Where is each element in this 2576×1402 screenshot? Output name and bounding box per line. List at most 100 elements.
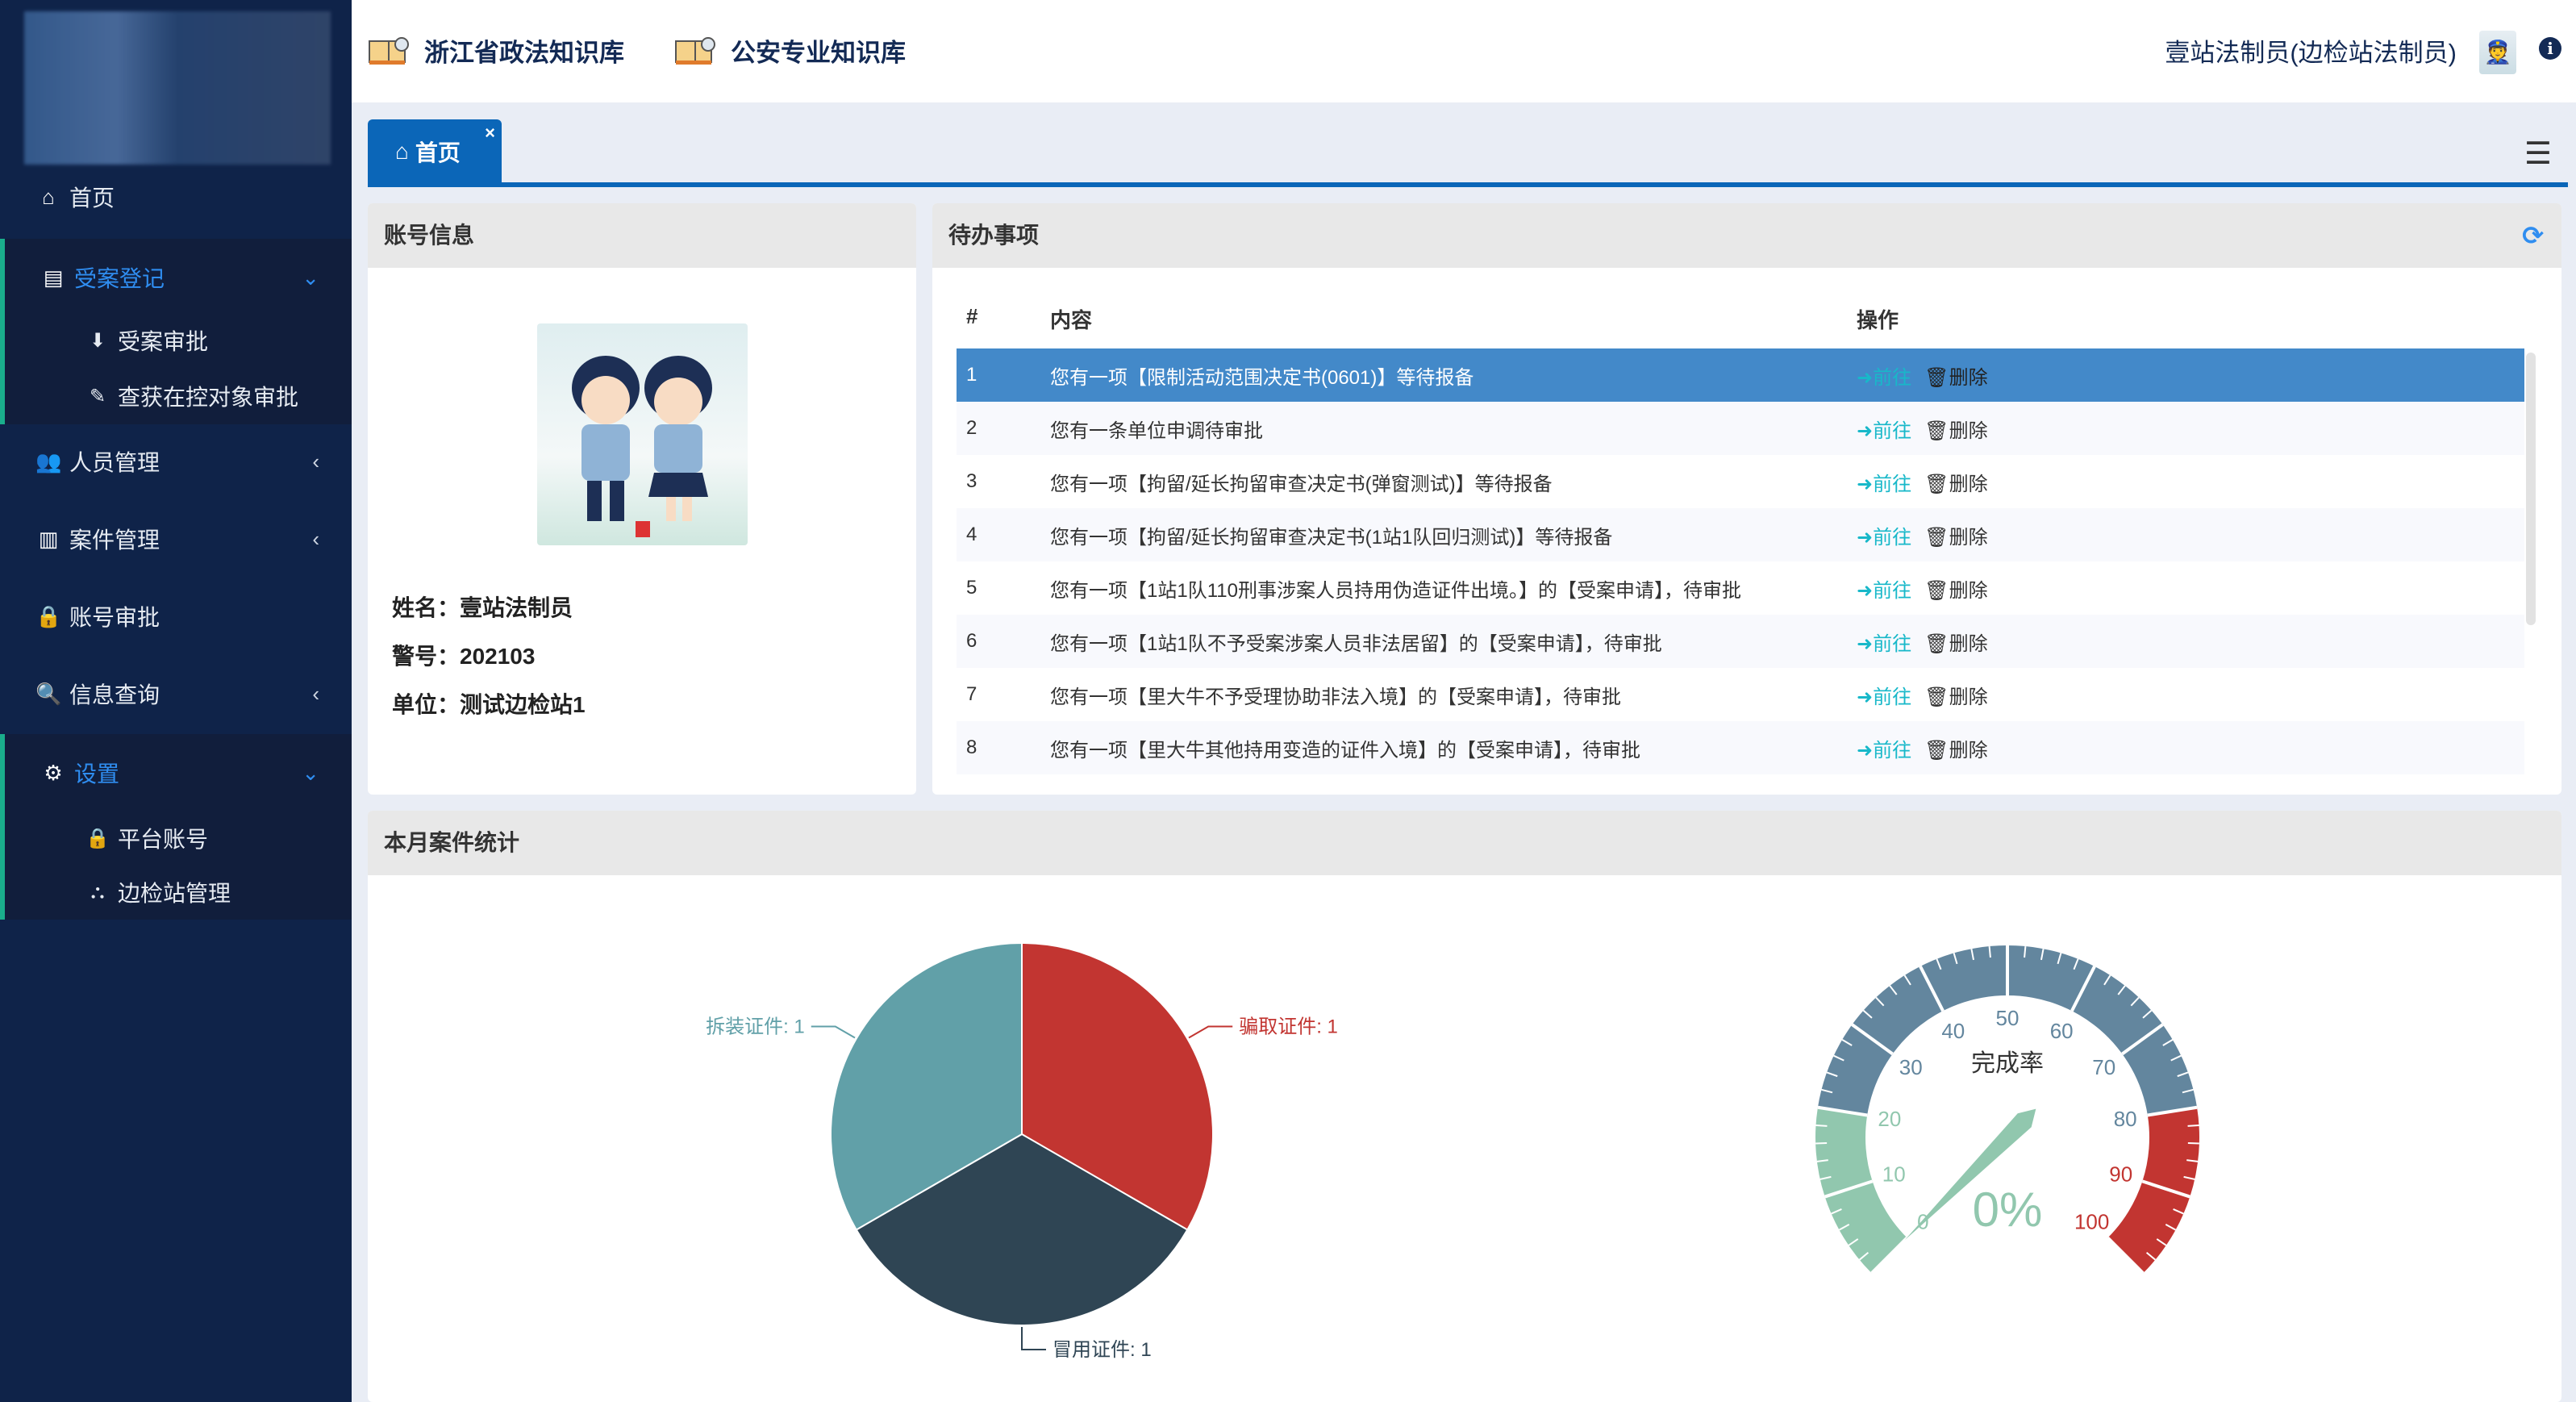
delete-button[interactable]: 🗑删除 [1924, 419, 1988, 442]
gauge-tick [2182, 1088, 2194, 1094]
delete-button[interactable]: 🗑删除 [1924, 686, 1988, 708]
gauge-tick [1821, 1088, 1833, 1094]
go-button[interactable]: ➜前往 [1857, 632, 1912, 655]
go-button[interactable]: ➜前往 [1857, 686, 1912, 708]
go-button[interactable]: ➜前往 [1857, 473, 1912, 495]
tab-home[interactable]: ⌂ 首页 × [368, 119, 502, 184]
table-row[interactable]: 3 您有一项【拘留/延长拘留审查决定书(弹窗测试)】等待报备 ➜前往 🗑删除 [957, 455, 2524, 508]
sidebar-item-platform-account[interactable]: 🔒 平台账号 [85, 827, 209, 852]
table-row[interactable]: 8 您有一项【里大牛其他持用变造的证件入境】的【受案申请】，待审批 ➜前往 🗑删除 [957, 721, 2524, 774]
delete-button[interactable]: 🗑删除 [1924, 632, 1988, 655]
sidebar-item-info-query[interactable]: 🔍 信息查询 ‹ [35, 681, 319, 708]
table-row[interactable]: 1 您有一项【限制活动范围决定书(0601)】等待报备 ➜前往 🗑删除 [957, 348, 2524, 402]
sidebar-item-personnel[interactable]: 👥 人员管理 ‹ [35, 449, 319, 476]
gauge-tick [1815, 1125, 1828, 1127]
gauge-tick [2162, 1038, 2174, 1046]
table-scrollbar[interactable] [2526, 353, 2536, 625]
gauge-tick [2073, 958, 2079, 970]
trash-icon: 🗑 [1924, 366, 1949, 389]
arrow-right-icon: ➜ [1857, 526, 1874, 549]
name-row: 姓名：壹站法制员 [392, 595, 573, 620]
row-index: 8 [966, 736, 977, 758]
panel-title: 账号信息 [368, 203, 916, 268]
row-actions: ➜前往 🗑删除 [1857, 574, 1988, 603]
sidebar-item-seized-approval[interactable]: ✎ 查获在控对象审批 [0, 369, 352, 423]
arrow-right-icon: ➜ [1857, 473, 1874, 495]
chevron-left-icon: ‹ [312, 526, 319, 551]
row-index: 6 [966, 630, 977, 652]
gauge-split-line [1817, 1105, 1868, 1117]
gauge-tick-label: 60 [2050, 1019, 2074, 1043]
gauge-split-line [1824, 1179, 1874, 1199]
table-row[interactable]: 5 您有一项【1站1队110刑事涉案人员持用伪造证件出境。】的【受案申请】，待审… [957, 561, 2524, 615]
list-icon: ▤ [43, 265, 64, 290]
trash-icon: 🗑 [1924, 739, 1949, 762]
gauge-band [1817, 945, 2198, 1116]
hamburger-menu-icon[interactable]: ☰ [2524, 137, 2552, 171]
arrow-right-icon: ➜ [1857, 419, 1874, 442]
info-icon[interactable]: i [2539, 37, 2561, 60]
go-button[interactable]: ➜前往 [1857, 526, 1912, 549]
sidebar-item-account-approval[interactable]: 🔒 账号审批 [35, 603, 160, 631]
column-header-action: 操作 [1857, 308, 1899, 332]
delete-button[interactable]: 🗑删除 [1924, 579, 1988, 602]
go-button[interactable]: ➜前往 [1857, 366, 1912, 389]
table-row[interactable]: 4 您有一项【拘留/延长拘留审查决定书(1站1队回归测试)】等待报备 ➜前往 🗑删… [957, 508, 2524, 561]
pie-slice [855, 1133, 1189, 1326]
top-header: 浙江省政法知识库 公安专业知识库 壹站法制员(边检站法制员) 👮 i [352, 0, 2576, 102]
gauge-value: 0% [1973, 1183, 2043, 1237]
table-row[interactable]: 2 您有一条单位申调待审批 ➜前往 🗑删除 [957, 402, 2524, 455]
sidebar-item-case-mgmt[interactable]: ▥ 案件管理 ‹ [0, 500, 352, 578]
account-info-panel: 账号信息 姓名：壹站法制员 警号：202103 单位：测试边检站1 [368, 203, 916, 795]
gauge-tick [2165, 1224, 2177, 1231]
row-content: 您有一项【里大牛不予受理协助非法入境】的【受案申请】，待审批 [1050, 686, 1621, 708]
kb-link-police[interactable]: 公安专业知识库 [674, 32, 906, 69]
sidebar-item-case-reg[interactable]: ▤ 受案登记 ⌄ [0, 239, 352, 316]
refresh-icon[interactable]: ⟳ [2522, 221, 2544, 250]
home-icon: ⌂ [395, 139, 409, 164]
go-button[interactable]: ➜前往 [1857, 419, 1912, 442]
delete-button[interactable]: 🗑删除 [1924, 473, 1988, 495]
gauge-tick-label: 40 [1941, 1019, 1965, 1043]
delete-button[interactable]: 🗑删除 [1924, 739, 1988, 762]
sidebar-item-home[interactable]: ⌂ 首页 [0, 158, 352, 236]
delete-button[interactable]: 🗑删除 [1924, 366, 1988, 389]
pie-label-line [811, 1025, 856, 1039]
police-cartoon-image [572, 356, 712, 537]
sidebar-item-case-approval[interactable]: ⬇ 受案审批 [0, 314, 352, 367]
go-button[interactable]: ➜前往 [1857, 579, 1912, 602]
sidebar-item-station-mgmt[interactable]: ⛬ 边检站管理 [0, 866, 352, 919]
kb-link-zhejiang[interactable]: 浙江省政法知识库 [368, 32, 624, 69]
gauge-tick [2186, 1159, 2199, 1162]
gauge-tick-label: 50 [1996, 1006, 2020, 1030]
row-actions: ➜前往 🗑删除 [1857, 415, 1988, 443]
gauge-tick [2024, 945, 2027, 958]
gauge-tick-label: 20 [1878, 1107, 1901, 1131]
row-content: 您有一项【限制活动范围决定书(0601)】等待报备 [1050, 366, 1474, 389]
row-actions: ➜前往 🗑删除 [1857, 734, 1988, 762]
gauge-needle [1904, 1108, 2036, 1241]
delete-button[interactable]: 🗑删除 [1924, 526, 1988, 549]
book-icon [369, 36, 409, 65]
gauge-tick-label: 70 [2092, 1055, 2115, 1079]
table-row[interactable]: 7 您有一项【里大牛不予受理协助非法入境】的【受案申请】，待审批 ➜前往 🗑删除 [957, 668, 2524, 721]
table-row[interactable]: 6 您有一项【1站1队不予受案涉案人员非法居留】的【受案申请】，待审批 ➜前往 🗑… [957, 615, 2524, 668]
close-icon[interactable]: × [485, 123, 495, 143]
gauge-tick [1833, 1054, 1844, 1062]
todo-panel: 待办事项 ⟳ # 内容 操作 1 您有一项【限制活动范围决定书(0601)】等待报… [932, 203, 2561, 795]
avatar[interactable]: 👮 [2479, 31, 2516, 74]
chevron-down-icon: ⌄ [302, 265, 319, 290]
sidebar: ⌂ 首页 ▤ 受案登记 ⌄ ⬇ 受案审批 ✎ 查获在控对象审批 👥 人员管理 ‹ ▥ 案件管理 ‹… [0, 0, 352, 1402]
go-button[interactable]: ➜前往 [1857, 739, 1912, 762]
pie-label: 冒用证件: 1 [1052, 1339, 1152, 1361]
gauge-tick [1953, 953, 1958, 965]
row-content: 您有一项【1站1队110刑事涉案人员持用伪造证件出境。】的【受案申请】，待审批 [1050, 579, 1741, 602]
gear-icon: ⚙ [44, 760, 63, 785]
user-name[interactable]: 壹站法制员(边检站法制员) [2165, 39, 2457, 67]
row-content: 您有一条单位申调待审批 [1050, 419, 1263, 442]
gauge-band [2107, 1107, 2200, 1274]
gauge-tick-label: 30 [1899, 1055, 1923, 1079]
row-content: 您有一项【拘留/延长拘留审查决定书(弹窗测试)】等待报备 [1050, 473, 1553, 495]
sidebar-item-settings[interactable]: ⚙ 设置 ⌄ [0, 734, 352, 812]
badge-number-value: 202103 [460, 644, 536, 669]
